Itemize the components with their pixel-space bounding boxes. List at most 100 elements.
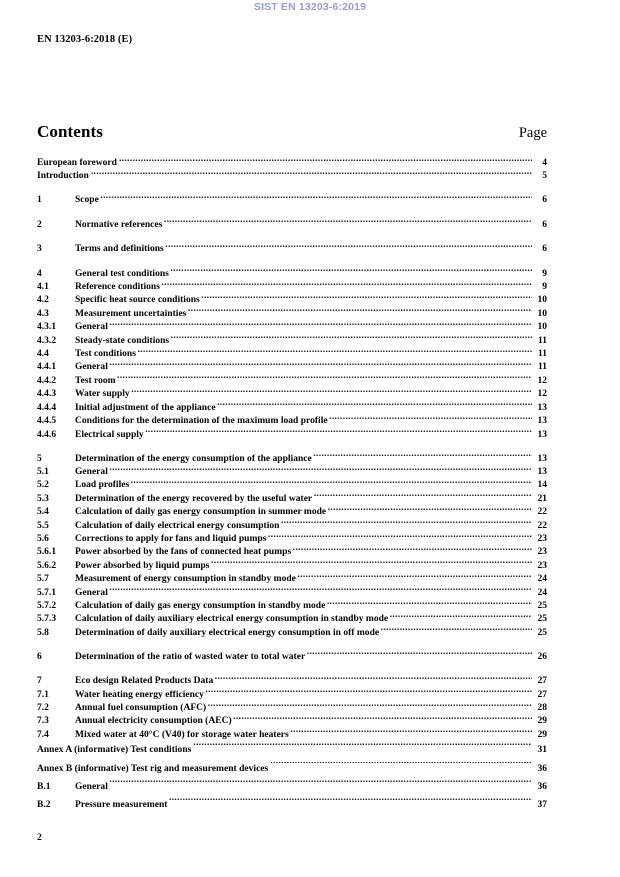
toc-dot-leader xyxy=(131,478,532,487)
toc-entry[interactable]: 5.8 Determination of daily auxiliary elec… xyxy=(37,626,547,639)
toc-dot-leader xyxy=(233,714,531,723)
toc-entry[interactable]: 4.3.2 Steady-state conditions 11 xyxy=(37,334,547,347)
toc-entry[interactable]: Annex A (informative) Test conditions 31 xyxy=(37,741,547,759)
toc-entry[interactable]: 5 Determination of the energy consumption… xyxy=(37,452,547,465)
toc-entry[interactable]: 4.4.6 Electrical supply 13 xyxy=(37,428,547,441)
toc-entry-label: Specific heat source conditions xyxy=(75,295,200,306)
toc-entry[interactable]: 4.4.5 Conditions for the determination of… xyxy=(37,414,547,427)
toc-entry[interactable]: 5.6 Corrections to apply for fans and liq… xyxy=(37,532,547,545)
toc-entry-label: General xyxy=(75,466,108,477)
toc-entry-number: 4.4.1 xyxy=(37,362,57,373)
toc-entry[interactable]: 2 Normative references 6 xyxy=(37,218,547,231)
toc-entry[interactable]: 7 Eco design Related Products Data 27 xyxy=(37,674,547,687)
toc-entry[interactable]: 7.1 Water heating energy efficiency 27 xyxy=(37,688,547,701)
toc-dot-leader xyxy=(164,218,532,227)
toc-entry-page-number: 9 xyxy=(542,282,547,293)
toc-entry-number: 4.4.5 xyxy=(37,416,57,427)
toc-dot-leader xyxy=(329,414,531,423)
toc-entry-number: 3 xyxy=(37,244,42,255)
toc-entry[interactable]: 4 General test conditions 9 xyxy=(37,267,547,280)
toc-entry[interactable]: 5.7.3 Calculation of daily auxiliary elec… xyxy=(37,612,547,625)
toc-entry-page-number: 13 xyxy=(537,466,547,477)
toc-entry[interactable]: 4.4.4 Initial adjustment of the appliance… xyxy=(37,401,547,414)
toc-entry-number: 4.3.2 xyxy=(37,335,57,346)
toc-entry-label: General xyxy=(75,782,108,793)
toc-entry-label: Annex A (informative) Test conditions xyxy=(37,745,192,756)
toc-dot-leader xyxy=(171,334,532,343)
toc-entry[interactable]: 4.4 Test conditions 11 xyxy=(37,347,547,360)
page-column-label: Page xyxy=(518,125,547,141)
toc-entry[interactable]: 4.3.1 General 10 xyxy=(37,320,547,333)
toc-entry[interactable]: 6 Determination of the ratio of wasted wa… xyxy=(37,650,547,663)
toc-entry-number: 5 xyxy=(37,453,42,464)
toc-entry-page-number: 27 xyxy=(537,676,547,687)
toc-entry[interactable]: 5.4 Calculation of daily gas energy consu… xyxy=(37,505,547,518)
toc-dot-leader xyxy=(109,465,531,474)
toc-entry[interactable]: Annex B (informative) Test rig and measu… xyxy=(37,760,547,778)
toc-entry-number: B.1 xyxy=(37,782,51,793)
toc-entry[interactable]: 4.4.1 General 11 xyxy=(37,360,547,373)
toc-dot-leader xyxy=(307,650,532,659)
toc-entry[interactable]: B.1 General 36 xyxy=(37,778,547,796)
toc-dot-leader xyxy=(91,169,532,178)
toc-entry[interactable]: European foreword 4 xyxy=(37,156,547,169)
toc-entry-page-number: 6 xyxy=(542,219,547,230)
toc-entry-number: 2 xyxy=(37,219,42,230)
toc-entry-label: Test room xyxy=(75,375,116,386)
toc-entry-label: Measurement uncertainties xyxy=(75,308,187,319)
toc-entry-label: Conditions for the determination of the … xyxy=(75,416,328,427)
toc-entry[interactable]: 4.4.3 Water supply 12 xyxy=(37,387,547,400)
toc-entry[interactable]: 5.5 Calculation of daily electrical energ… xyxy=(37,519,547,532)
toc-entry-label: Annex B (informative) Test rig and measu… xyxy=(37,763,269,774)
toc-entry[interactable]: 7.2 Annual fuel consumption (AFC) 28 xyxy=(37,701,547,714)
toc-entry-label: Calculation of daily gas energy consumpt… xyxy=(75,600,326,611)
toc-entry[interactable]: 1 Scope 6 xyxy=(37,193,547,206)
toc-entry[interactable]: 3 Terms and definitions 6 xyxy=(37,242,547,255)
toc-entry-number: 4.1 xyxy=(37,282,49,293)
toc-entry[interactable]: 5.2 Load profiles 14 xyxy=(37,478,547,491)
toc-entry[interactable]: 4.1 Reference conditions 9 xyxy=(37,280,547,293)
toc-entry-label: Calculation of daily gas energy consumpt… xyxy=(75,507,327,518)
toc-entry-page-number: 14 xyxy=(537,480,547,491)
toc-entry-label: Determination of the energy recovered by… xyxy=(75,493,313,504)
toc-dot-leader xyxy=(109,780,531,789)
toc-entry-number: 5.7.3 xyxy=(37,614,57,625)
toc-entry-label: Initial adjustment of the appliance xyxy=(75,402,216,413)
toc-entry[interactable]: 7.4 Mixed water at 40°C (V40) for storage… xyxy=(37,728,547,741)
toc-entry[interactable]: 4.2 Specific heat source conditions 10 xyxy=(37,293,547,306)
toc-entry[interactable]: 4.3 Measurement uncertainties 10 xyxy=(37,307,547,320)
toc-entry-label: Measurement of energy consumption in sta… xyxy=(75,574,296,585)
toc-entry-label: Pressure measurement xyxy=(75,800,168,811)
toc-entry[interactable]: 5.6.1 Power absorbed by the fans of conne… xyxy=(37,545,547,558)
toc-entry-label: Scope xyxy=(75,195,99,206)
toc-entry[interactable]: 5.6.2 Power absorbed by liquid pumps 23 xyxy=(37,559,547,572)
toc-entry-page-number: 23 xyxy=(537,547,547,558)
toc-entry[interactable]: 5.7 Measurement of energy consumption in … xyxy=(37,572,547,585)
table-of-contents: European foreword4Introduction 5 1Scope6 2… xyxy=(37,156,547,815)
toc-entry-label: Terms and definitions xyxy=(75,244,164,255)
toc-entry-page-number: 6 xyxy=(542,244,547,255)
toc-dot-leader xyxy=(161,280,531,289)
toc-dot-leader xyxy=(205,688,531,697)
toc-dot-leader xyxy=(170,267,531,276)
toc-entry[interactable]: 5.7.2 Calculation of daily gas energy con… xyxy=(37,599,547,612)
toc-dot-leader xyxy=(109,320,531,329)
contents-header-row: Contents Page xyxy=(37,122,547,142)
toc-entry[interactable]: 5.3 Determination of the energy recovered… xyxy=(37,492,547,505)
toc-entry-page-number: 11 xyxy=(537,362,547,373)
toc-entry[interactable]: 5.1 General 13 xyxy=(37,465,547,478)
toc-entry[interactable]: 7.3 Annual electricity consumption (AEC) … xyxy=(37,714,547,727)
toc-dot-leader xyxy=(328,505,532,514)
toc-entry-label: Determination of daily auxiliary electri… xyxy=(75,627,380,638)
toc-entry[interactable]: B.2 Pressure measurement 37 xyxy=(37,796,547,814)
toc-entry-number: 4.4 xyxy=(37,349,49,360)
toc-dot-leader xyxy=(165,242,531,251)
toc-entry-page-number: 13 xyxy=(537,453,547,464)
toc-entry-number: 5.3 xyxy=(37,493,49,504)
toc-entry[interactable]: Introduction 5 xyxy=(37,169,547,182)
toc-entry-number: 4.3 xyxy=(37,308,49,319)
toc-entry[interactable]: 5.7.1 General 24 xyxy=(37,586,547,599)
toc-entry-number: 5.7 xyxy=(37,574,49,585)
toc-entry[interactable]: 4.4.2 Test room 12 xyxy=(37,374,547,387)
toc-entry-number: 5.1 xyxy=(37,466,49,477)
